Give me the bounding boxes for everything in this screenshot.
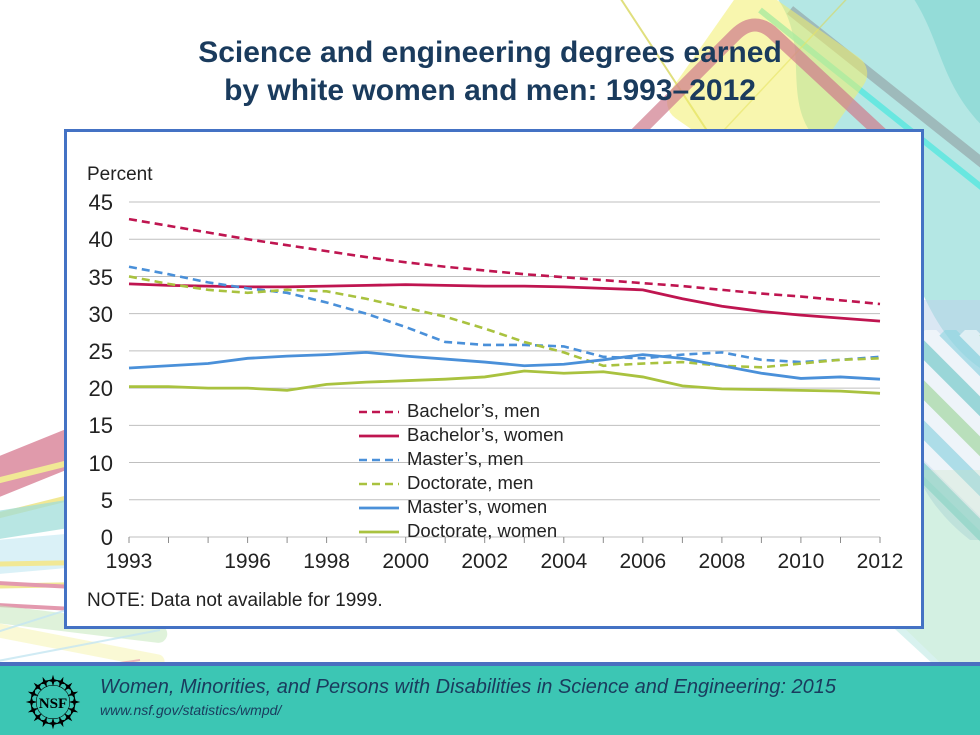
- svg-text:NSF: NSF: [39, 696, 68, 712]
